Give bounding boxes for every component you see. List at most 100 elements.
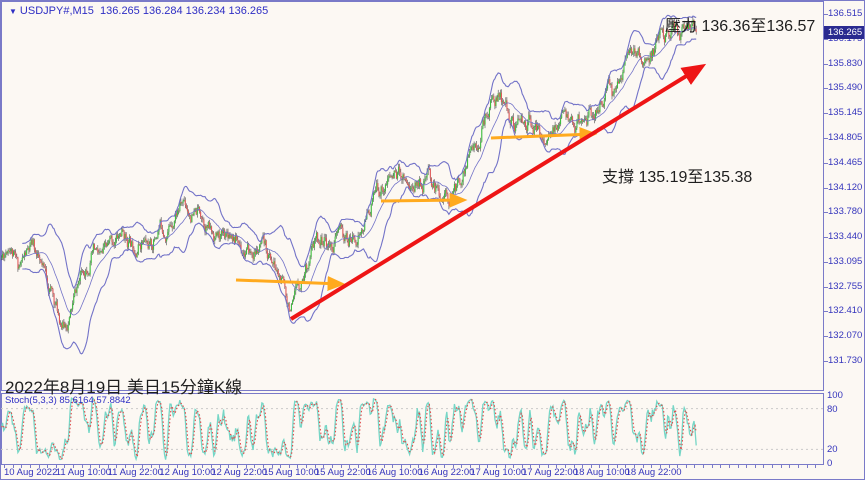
time-tick-mark: [668, 465, 670, 468]
time-tick-mark: [55, 465, 57, 468]
support-annotation: 支撐 135.19至135.38: [602, 169, 753, 186]
time-tick-mark: [288, 465, 290, 468]
time-tick-mark: [685, 465, 687, 468]
time-tick-label: 18 Aug 10:00: [573, 467, 630, 478]
price-tick-label: 131.730: [828, 355, 863, 367]
price-tick-mark: [823, 187, 828, 189]
time-tick-mark: [495, 465, 497, 468]
time-tick-label: 12 Aug 22:00: [211, 467, 268, 478]
time-tick-mark: [98, 465, 100, 468]
time-tick-mark: [366, 465, 368, 468]
time-tick-mark: [608, 465, 610, 468]
stochastic-k-value: 85.6164: [59, 395, 94, 406]
time-tick-mark: [513, 465, 515, 468]
time-tick-mark: [142, 465, 144, 468]
price-tick-label: 135.490: [828, 82, 863, 94]
price-tick-label: 134.465: [828, 156, 863, 168]
time-tick-mark: [556, 465, 558, 468]
time-tick-label: 16 Aug 22:00: [418, 467, 475, 478]
time-tick-mark: [383, 465, 385, 468]
stochastic-label: Stoch(5,3,3) 85.6164 57.8842: [5, 395, 131, 406]
symbol-quote-line[interactable]: ▼ USDJPY#,M15 136.265 136.284 136.234 136…: [9, 5, 268, 17]
time-tick-mark: [116, 465, 118, 468]
time-tick-mark: [314, 465, 316, 468]
price-tick-mark: [823, 237, 828, 239]
time-tick-mark: [772, 465, 774, 468]
time-tick-label: 18 Aug 22:00: [625, 467, 682, 478]
time-tick-label: 17 Aug 10:00: [470, 467, 527, 478]
time-tick-mark: [426, 465, 428, 468]
time-tick-mark: [81, 465, 83, 468]
time-tick-mark: [331, 465, 333, 468]
time-tick-mark: [185, 465, 187, 468]
time-tick-mark: [478, 465, 480, 468]
price-tick-label: 135.145: [828, 107, 863, 119]
stoch-level-label: 80: [827, 403, 838, 415]
time-tick-mark: [720, 465, 722, 468]
time-tick-mark: [124, 465, 126, 468]
time-tick-mark: [815, 465, 817, 468]
time-tick-mark: [780, 465, 782, 468]
time-tick-mark: [29, 465, 31, 468]
time-tick-label: 11 Aug 10:00: [55, 467, 112, 478]
time-tick-mark: [789, 465, 791, 468]
time-tick-mark: [262, 465, 264, 468]
stochastic-canvas[interactable]: [1, 393, 824, 465]
stoch-level-label: 20: [827, 444, 838, 456]
time-tick-mark: [280, 465, 282, 468]
price-tick-mark: [823, 14, 828, 15]
price-tick-label: 132.070: [828, 330, 863, 342]
time-tick-mark: [392, 465, 394, 468]
main-chart-canvas[interactable]: [1, 1, 824, 391]
price-tick-mark: [823, 88, 828, 90]
stochastic-d-value: 57.8842: [96, 395, 131, 406]
time-tick-mark: [470, 465, 472, 468]
price-tick-label: 135.830: [828, 57, 863, 69]
price-tick-mark: [823, 336, 828, 338]
time-tick-mark: [487, 465, 489, 468]
time-tick-mark: [418, 465, 420, 468]
time-tick-mark: [797, 465, 799, 468]
time-tick-mark: [616, 465, 618, 468]
price-tick-mark: [823, 162, 828, 164]
stoch-level-label: 0: [827, 458, 833, 469]
time-tick-mark: [64, 465, 66, 468]
time-tick-mark: [323, 465, 325, 468]
symbol-label: USDJPY#,M15: [19, 5, 94, 17]
time-tick-mark: [590, 465, 592, 468]
time-tick-mark: [677, 465, 679, 468]
price-tick-mark: [823, 212, 828, 214]
time-tick-label: 17 Aug 22:00: [522, 467, 578, 478]
price-tick-label: 132.410: [828, 305, 863, 317]
time-tick-label: 11 Aug 22:00: [107, 467, 163, 478]
price-tick-mark: [823, 113, 828, 115]
date-note-annotation: 2022年8月19日 美日15分鐘K線: [5, 378, 243, 397]
time-tick-mark: [133, 465, 135, 468]
time-tick-mark: [633, 465, 635, 468]
time-tick-mark: [642, 465, 644, 468]
time-tick-mark: [150, 465, 152, 468]
time-tick-mark: [245, 465, 247, 468]
price-tick-label: 134.805: [828, 131, 863, 143]
time-tick-mark: [547, 465, 549, 468]
time-tick-mark: [349, 465, 351, 468]
price-tick-label: 133.095: [828, 255, 863, 267]
chevron-down-icon[interactable]: ▼: [9, 7, 17, 16]
time-tick-mark: [73, 465, 75, 468]
stoch-level-label: 100: [827, 390, 843, 401]
time-tick-mark: [306, 465, 308, 468]
main-chart-panel[interactable]: [1, 1, 824, 391]
time-tick-mark: [21, 465, 23, 468]
time-tick-mark: [357, 465, 359, 468]
time-tick-mark: [582, 465, 584, 468]
time-tick-mark: [573, 465, 575, 468]
time-tick-mark: [694, 465, 696, 468]
time-tick-mark: [504, 465, 506, 468]
price-tick-mark: [823, 361, 828, 363]
time-tick-mark: [539, 465, 541, 468]
stochastic-panel[interactable]: [1, 393, 824, 465]
time-tick-mark: [159, 465, 161, 468]
price-tick-label: 136.515: [828, 8, 863, 19]
price-tick-mark: [823, 137, 828, 139]
